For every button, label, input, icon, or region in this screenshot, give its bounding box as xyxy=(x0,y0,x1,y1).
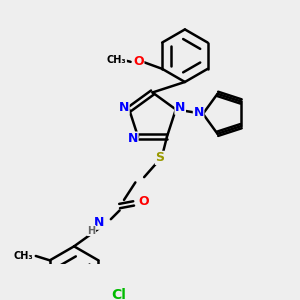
Text: N: N xyxy=(119,101,129,114)
Text: O: O xyxy=(139,195,149,208)
Text: S: S xyxy=(155,152,164,164)
Text: H: H xyxy=(88,226,96,236)
Text: N: N xyxy=(128,132,138,145)
Text: Cl: Cl xyxy=(111,288,126,300)
Text: N: N xyxy=(93,216,104,229)
Text: CH₃: CH₃ xyxy=(107,55,126,65)
Text: O: O xyxy=(133,55,144,68)
Text: N: N xyxy=(175,101,185,114)
Text: N: N xyxy=(194,106,204,118)
Text: CH₃: CH₃ xyxy=(14,251,33,261)
